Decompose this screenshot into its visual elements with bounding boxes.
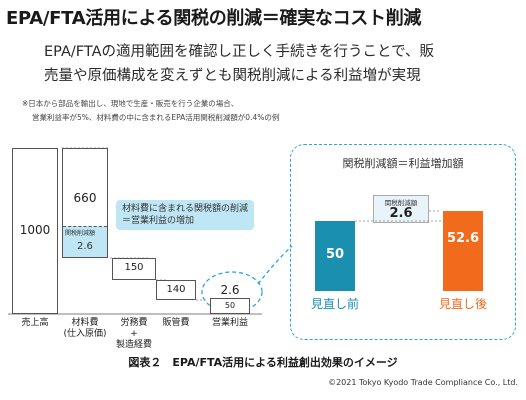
diff-box: 関税削減額 2.6 bbox=[373, 195, 429, 223]
page-title: EPA/FTA活用による関税の削減＝確実なコスト削減 bbox=[6, 8, 422, 29]
label-labor-3: 製造経費 bbox=[115, 340, 152, 350]
value-labor: 150 bbox=[124, 262, 144, 273]
copyright: ©2021 Tokyo Kyodo Trade Compliance Co., … bbox=[328, 378, 518, 387]
duty-tag: 関税削減額 bbox=[65, 230, 96, 237]
label-labor: 労務費 + 製造経費 bbox=[108, 318, 160, 351]
label-materials-1: 材料費 bbox=[71, 318, 99, 328]
label-materials: 材料費 (仕入原価) bbox=[60, 318, 110, 340]
label-labor-1: 労務費 bbox=[120, 318, 148, 328]
diff-connectors bbox=[355, 210, 441, 222]
label-after: 見直し後 bbox=[438, 297, 487, 311]
note-line-1: ※日本から部品を輸出し、現地で生産・販売を行う企業の場合、 bbox=[22, 99, 239, 108]
bar-labor: 150 bbox=[112, 258, 156, 280]
label-profit: 営業利益 bbox=[211, 318, 248, 328]
diff-value: 2.6 bbox=[389, 206, 413, 221]
compare-header: 関税削減額＝利益増加額 bbox=[342, 157, 464, 170]
bar-sales: 1000 bbox=[12, 148, 58, 314]
value-sga: 140 bbox=[166, 284, 186, 295]
callout-line-2: ＝営業利益の増加 bbox=[122, 216, 195, 226]
bar-sga: 140 bbox=[156, 280, 196, 300]
value-before: 50 bbox=[325, 247, 345, 262]
lead-line-2: 売量や原価構成を変えずとも関税削減による利益増が実現 bbox=[44, 68, 421, 84]
value-profit-bottom: 50 bbox=[224, 301, 236, 310]
value-materials: 660 bbox=[73, 191, 97, 205]
label-sga: 販管費 bbox=[162, 318, 190, 328]
comparison-panel: 関税削減額＝利益増加額 50 見直し前 関税削減額 2.6 52.6 見直し後 bbox=[290, 144, 516, 340]
value-sales: 1000 bbox=[19, 223, 51, 237]
duty-segment: 関税削減額 2.6 bbox=[63, 226, 107, 257]
value-after: 52.6 bbox=[446, 231, 480, 246]
lead-line-1: EPA/FTAの適用範囲を確認し正しく手続きを行うことで、販 bbox=[44, 44, 435, 60]
callout-box: 材料費に含まれる関税額の削減 ＝営業利益の増加 bbox=[116, 200, 254, 230]
bar-materials: 660 関税削減額 2.6 bbox=[62, 148, 108, 258]
note-line-2: 営業利益率が5%、材料費の中に含まれるEPA活用関税削減額が0.4%の例 bbox=[32, 113, 280, 122]
duty-value: 2.6 bbox=[77, 241, 93, 252]
figure-caption: 図表２ EPA/FTA活用による利益創出効果のイメージ bbox=[128, 356, 398, 369]
diff-tag: 関税削減額 bbox=[384, 199, 418, 207]
callout-line-1: 材料費に含まれる関税額の削減 bbox=[122, 204, 249, 214]
label-before: 見直し前 bbox=[310, 297, 359, 311]
value-profit-top: 2.6 bbox=[220, 283, 240, 297]
bar-profit: 2.6 50 bbox=[210, 283, 250, 314]
label-labor-2: + bbox=[130, 329, 138, 339]
bar-before: 50 bbox=[315, 221, 355, 291]
bar-after: 52.6 bbox=[443, 211, 483, 291]
label-materials-2: (仕入原価) bbox=[63, 329, 107, 339]
label-sales: 売上高 bbox=[21, 318, 49, 328]
